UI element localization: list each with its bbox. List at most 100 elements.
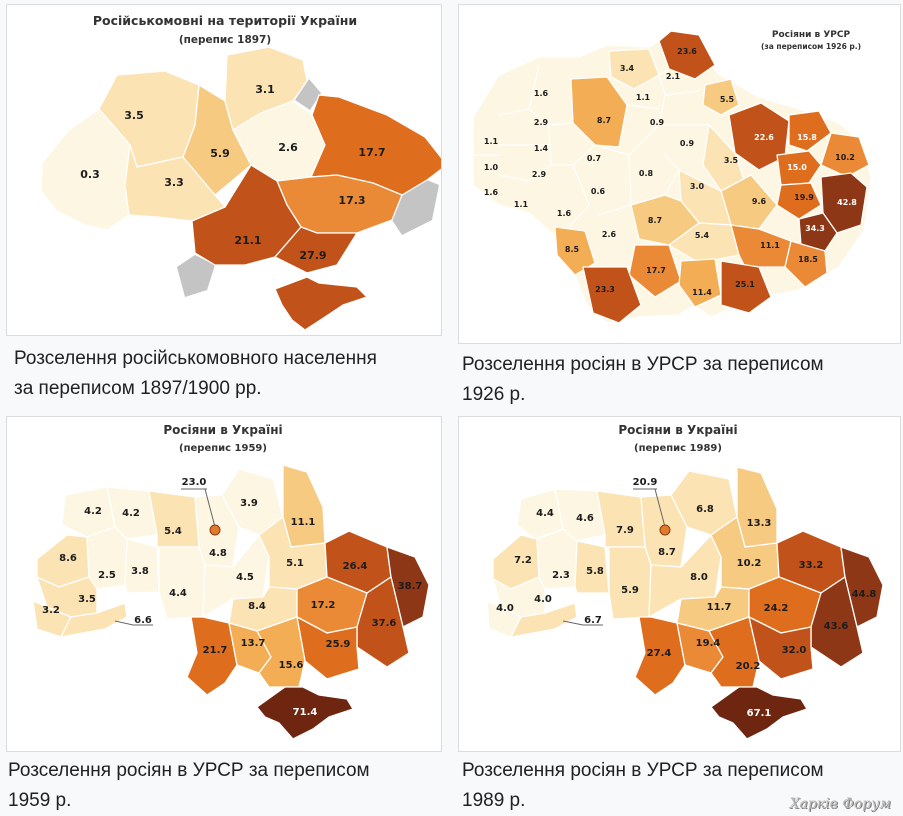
region-21.7[interactable] — [186, 616, 238, 696]
region-crimea-67.1[interactable] — [710, 686, 808, 740]
region-volyn-4.2[interactable] — [106, 486, 158, 540]
value-label: 8.7 — [597, 116, 611, 125]
value-label: 27.4 — [647, 648, 672, 659]
map-1959[interactable]: Росіяни в Україні (перепис 1959) — [6, 416, 442, 752]
region-5.9[interactable] — [608, 546, 652, 620]
value-label: 3.8 — [131, 566, 149, 577]
region-15.0[interactable] — [776, 150, 822, 186]
map-title: Росіяни в Україні — [618, 423, 737, 437]
value-label: 19.9 — [794, 193, 814, 202]
region-7.9[interactable] — [596, 490, 646, 548]
outside-area-south — [177, 255, 215, 297]
region-5.5[interactable] — [702, 78, 740, 116]
value-label: 15.8 — [797, 133, 817, 142]
value-label: 3.5 — [124, 109, 144, 122]
map-1959-svg: Росіяни в Україні (перепис 1959) — [32, 423, 430, 740]
value-label: 17.2 — [311, 600, 336, 611]
value-label: 5.4 — [695, 231, 710, 240]
value-label: 11.7 — [707, 602, 732, 613]
value-label: 7.9 — [616, 525, 634, 536]
region-taurida[interactable] — [274, 226, 358, 274]
value-label: 13.3 — [747, 518, 772, 529]
panel-1989: Росіяни в Україні (перепис 1989) — [458, 416, 901, 814]
region-4.5[interactable] — [202, 534, 270, 618]
region-5.8[interactable] — [574, 540, 610, 594]
map-title: Російськомовні на території України — [93, 13, 357, 28]
value-label: 37.6 — [372, 618, 397, 629]
value-label: 0.9 — [680, 139, 695, 148]
value-label: 3.1 — [255, 83, 275, 96]
value-label: 20.9 — [633, 477, 658, 488]
region-8.0[interactable] — [648, 534, 722, 618]
region-25.9[interactable] — [296, 616, 360, 680]
map-1989-svg: Росіяни в Україні (перепис 1989) — [486, 423, 884, 740]
region-15.8[interactable] — [788, 110, 832, 152]
panel-1959: Росіяни в Україні (перепис 1959) — [6, 416, 442, 814]
region-17.7[interactable] — [628, 244, 682, 298]
map-1989[interactable]: Росіяни в Україні (перепис 1989) — [458, 416, 901, 752]
panel-1926: Росіяни в УРСР (за переписом 1926 р.) — [458, 4, 901, 410]
caption-line: 1989 р. — [462, 790, 526, 811]
region-19.9[interactable] — [776, 182, 822, 220]
kyiv-leader-line — [654, 488, 666, 528]
panel-1897: Російськомовні на території України (пер… — [6, 4, 442, 406]
outside-area-east — [392, 180, 439, 235]
value-label: 7.2 — [514, 555, 532, 566]
value-label: 4.8 — [209, 548, 227, 559]
value-label: 8.0 — [690, 572, 708, 583]
map-subtitle: (за переписом 1926 р.) — [761, 42, 861, 51]
region-23.3[interactable] — [582, 266, 642, 324]
value-label: 1.4 — [534, 144, 549, 153]
region-11.1[interactable] — [282, 464, 326, 548]
region-crimea-71.4[interactable] — [256, 686, 354, 740]
value-label: 8.4 — [248, 601, 266, 612]
map-1926[interactable]: Росіяни в УРСР (за переписом 1926 р.) — [458, 4, 901, 344]
value-label: 71.4 — [293, 707, 318, 718]
value-label: 8.5 — [565, 245, 580, 254]
value-label: 3.3 — [164, 176, 184, 189]
value-label: 5.9 — [621, 585, 639, 596]
value-label: 20.2 — [736, 661, 761, 672]
region-crimea[interactable] — [274, 276, 368, 331]
region-4.4[interactable] — [158, 546, 206, 620]
region-13.3[interactable] — [736, 466, 778, 548]
map-title: Росіяни в Україні — [163, 423, 282, 437]
region-20.2[interactable] — [708, 616, 760, 688]
region-6.7[interactable] — [510, 602, 578, 638]
region-3.8[interactable] — [124, 538, 160, 594]
sevastopol-leader — [562, 620, 584, 626]
value-label: 6.6 — [134, 615, 152, 626]
caption-line: 1926 р. — [462, 384, 526, 405]
value-label: 1.6 — [557, 209, 572, 218]
value-label: 15.0 — [787, 163, 807, 172]
caption-line: Розселення росіян в УРСР за переписом — [8, 760, 370, 781]
map-1897[interactable]: Російськомовні на території України (пер… — [6, 4, 442, 336]
kyiv-city-dot[interactable] — [209, 524, 221, 536]
caption: Розселення росіян в УРСР за переписом 19… — [462, 350, 894, 410]
caption-line: за переписом 1897/1900 рр. — [14, 378, 262, 399]
kyiv-city-dot[interactable] — [659, 524, 671, 536]
value-label: 8.6 — [59, 553, 77, 564]
sevastopol-leader — [114, 620, 134, 626]
region-5.4[interactable] — [148, 490, 200, 548]
region-3.4[interactable] — [608, 48, 660, 90]
region-10.2[interactable] — [820, 132, 870, 178]
value-label: 24.2 — [764, 603, 789, 614]
value-label: 21.1 — [234, 234, 261, 247]
region-11.4[interactable] — [678, 258, 722, 308]
value-label: 1.1 — [484, 137, 499, 146]
value-label: 32.0 — [782, 645, 807, 656]
region-34.3[interactable] — [798, 212, 838, 252]
region-6.6[interactable] — [60, 602, 128, 638]
map-1897-svg: Російськомовні на території України (пер… — [40, 13, 441, 331]
region-25.1[interactable] — [720, 260, 772, 314]
region-18.5[interactable] — [784, 240, 828, 288]
value-label: 5.9 — [210, 147, 230, 160]
outside-area-north — [295, 79, 321, 110]
value-label: 17.3 — [338, 194, 365, 207]
region-4.6[interactable] — [554, 488, 606, 542]
value-label: 26.4 — [343, 561, 368, 572]
value-label: 8.7 — [648, 216, 662, 225]
region-27.4[interactable] — [634, 616, 686, 696]
region-32.0[interactable] — [748, 616, 814, 680]
